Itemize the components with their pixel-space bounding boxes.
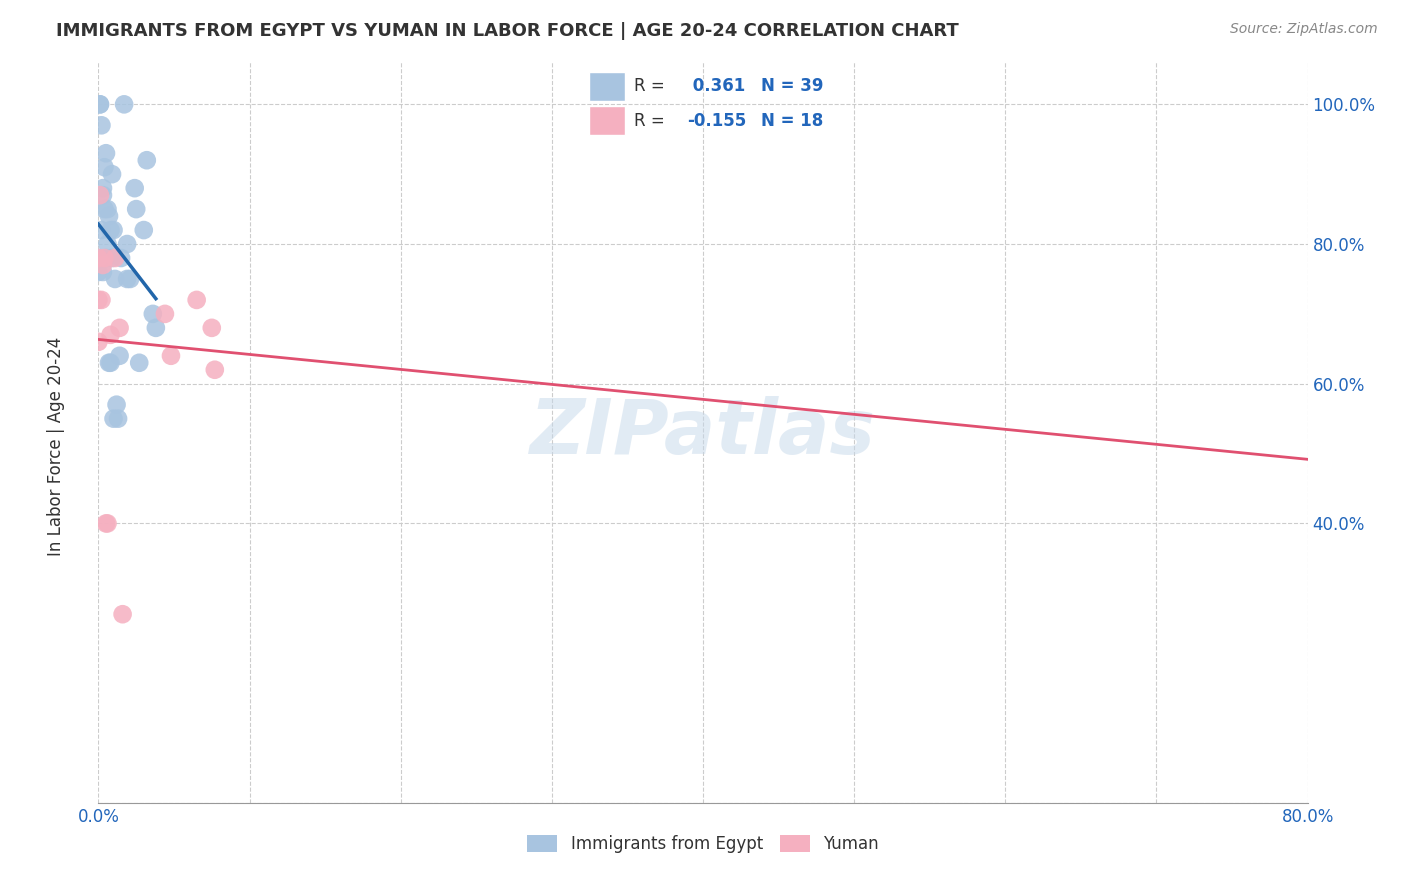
Legend: Immigrants from Egypt, Yuman: Immigrants from Egypt, Yuman — [519, 826, 887, 861]
Point — [201, 321, 224, 335]
Point — [103, 223, 125, 237]
Point — [132, 223, 155, 237]
Point — [87, 293, 110, 307]
Point — [94, 251, 117, 265]
Point — [108, 349, 131, 363]
Text: -0.155: -0.155 — [688, 112, 747, 129]
Point — [89, 97, 111, 112]
Point — [186, 293, 208, 307]
Point — [204, 363, 226, 377]
Point — [91, 188, 114, 202]
Point — [124, 181, 146, 195]
Text: In Labor Force | Age 20-24: In Labor Force | Age 20-24 — [48, 336, 65, 556]
Point — [110, 251, 132, 265]
Point — [100, 356, 122, 370]
Point — [108, 321, 131, 335]
Point — [115, 237, 138, 252]
Text: N = 39: N = 39 — [761, 77, 823, 95]
Point — [91, 258, 114, 272]
Point — [96, 237, 118, 252]
Point — [112, 97, 135, 112]
Point — [104, 272, 127, 286]
Point — [93, 251, 115, 265]
Point — [93, 160, 115, 174]
Text: 0.361: 0.361 — [688, 77, 745, 95]
Point — [100, 223, 122, 237]
Point — [98, 209, 121, 223]
FancyBboxPatch shape — [589, 106, 624, 135]
Text: IMMIGRANTS FROM EGYPT VS YUMAN IN LABOR FORCE | AGE 20-24 CORRELATION CHART: IMMIGRANTS FROM EGYPT VS YUMAN IN LABOR … — [56, 22, 959, 40]
Point — [111, 607, 134, 622]
Point — [125, 202, 148, 216]
Point — [90, 118, 112, 132]
Point — [135, 153, 157, 168]
Point — [128, 356, 150, 370]
Point — [87, 265, 110, 279]
Text: R =: R = — [634, 77, 669, 95]
Point — [96, 202, 118, 216]
Point — [87, 251, 110, 265]
Point — [153, 307, 176, 321]
Point — [142, 307, 165, 321]
Point — [87, 334, 110, 349]
Point — [87, 251, 110, 265]
FancyBboxPatch shape — [589, 71, 624, 101]
Point — [100, 327, 122, 342]
Point — [160, 349, 183, 363]
Point — [93, 202, 115, 216]
Point — [98, 356, 121, 370]
Point — [90, 293, 112, 307]
Text: Source: ZipAtlas.com: Source: ZipAtlas.com — [1230, 22, 1378, 37]
Point — [104, 251, 127, 265]
Point — [89, 188, 111, 202]
Point — [115, 272, 138, 286]
Point — [107, 411, 129, 425]
Point — [101, 251, 124, 265]
Text: N = 18: N = 18 — [761, 112, 823, 129]
Point — [94, 146, 117, 161]
Point — [91, 265, 114, 279]
Point — [105, 398, 128, 412]
Point — [90, 223, 112, 237]
Point — [103, 411, 125, 425]
Point — [91, 181, 114, 195]
Text: R =: R = — [634, 112, 669, 129]
Point — [96, 516, 118, 531]
Point — [89, 97, 111, 112]
Point — [120, 272, 142, 286]
Point — [101, 167, 124, 181]
Text: ZIPatlas: ZIPatlas — [530, 396, 876, 469]
Point — [94, 516, 117, 531]
Point — [145, 321, 167, 335]
